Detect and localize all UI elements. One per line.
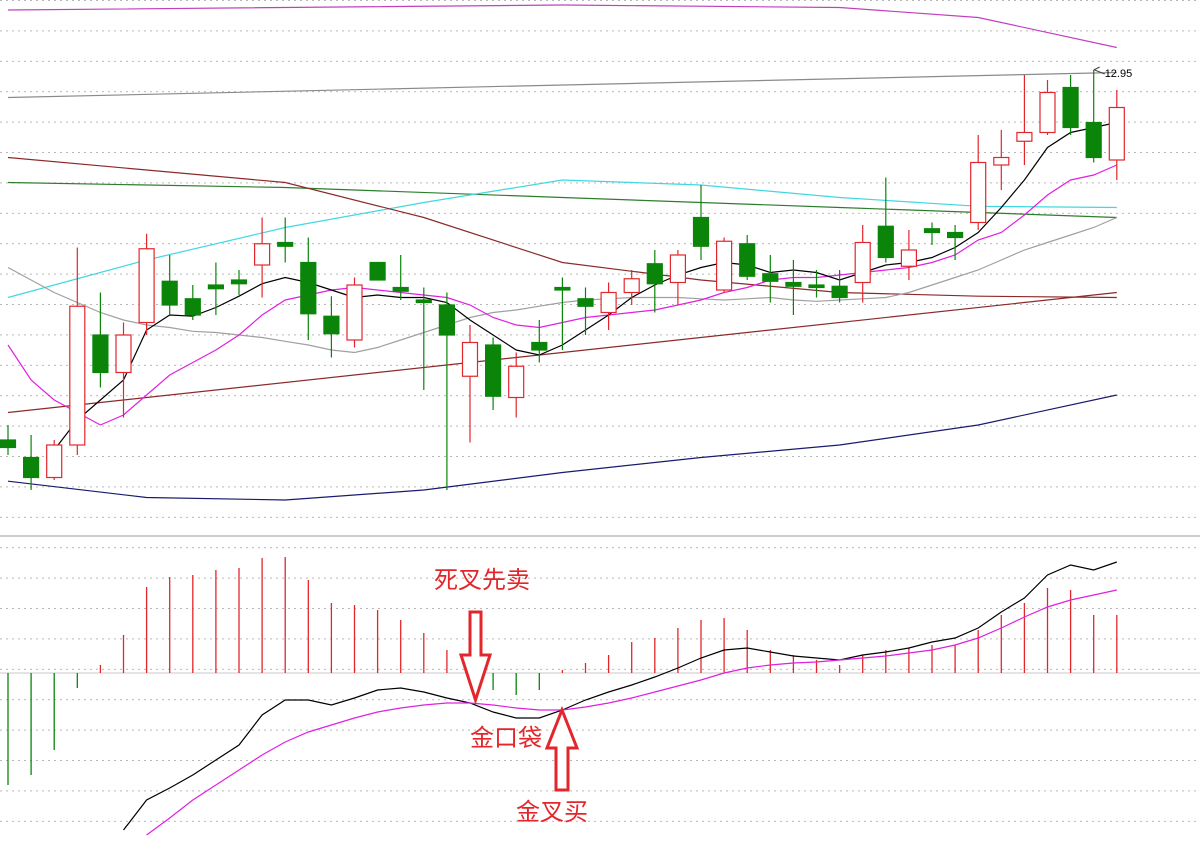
candle-body — [92, 334, 109, 374]
candle-body — [831, 285, 848, 299]
down-arrow — [458, 610, 493, 705]
candle-body — [669, 254, 687, 284]
candle-body — [138, 248, 155, 324]
candle-body — [970, 161, 987, 224]
candle-body — [300, 261, 317, 315]
line — [7, 179, 1117, 299]
candle-body — [346, 284, 363, 341]
up-arrow — [544, 705, 580, 792]
candle-body — [1108, 106, 1125, 161]
line — [7, 156, 1117, 299]
candle-body — [808, 284, 825, 289]
candle-body — [277, 241, 294, 247]
candle-body — [1039, 91, 1056, 134]
candle-body — [1085, 121, 1102, 159]
candle-body — [900, 249, 918, 267]
line — [7, 394, 1117, 501]
candle-body — [623, 278, 640, 294]
candle-body — [531, 341, 548, 351]
candle-body — [369, 261, 386, 281]
candle-body — [739, 243, 756, 277]
candle-body — [508, 365, 525, 399]
line — [7, 291, 1117, 414]
line — [146, 589, 1117, 836]
candle-body — [854, 241, 871, 284]
candle-body — [785, 281, 802, 287]
candle-body — [485, 344, 502, 397]
candle-body — [461, 341, 479, 377]
candle-body — [438, 304, 455, 336]
candle-body — [184, 298, 201, 316]
grid — [0, 540, 1200, 846]
candle-body — [554, 286, 571, 291]
candle-body — [230, 279, 248, 285]
candle-body — [254, 243, 271, 266]
arrows — [458, 610, 580, 792]
line — [7, 181, 1117, 219]
line — [7, 4, 1117, 49]
candle-body — [877, 225, 894, 259]
candle-body — [715, 240, 733, 291]
annotation: 金口袋 — [470, 725, 542, 752]
candle-body — [692, 216, 710, 247]
candle-body — [69, 305, 86, 446]
candle-body — [46, 444, 63, 479]
candle-body — [577, 298, 594, 307]
candle-body — [1016, 131, 1033, 142]
grid — [0, 0, 1200, 530]
annotation: 死叉先卖 — [434, 567, 530, 594]
max-label: 12.95 — [1105, 68, 1133, 80]
candle-body — [600, 291, 617, 314]
candle-body — [161, 280, 178, 306]
candle-body — [946, 231, 964, 239]
candle-body — [1062, 86, 1079, 129]
candle-body — [207, 284, 224, 290]
annotation: 金叉买 — [516, 799, 588, 826]
line — [7, 71, 1117, 99]
candle-body — [115, 334, 132, 374]
candle-body — [323, 315, 340, 335]
max-marker — [1093, 66, 1105, 75]
candle-body — [392, 286, 409, 292]
candle-body — [23, 456, 40, 479]
candle-body — [993, 156, 1010, 166]
candle-body — [415, 299, 432, 304]
candle-body — [646, 263, 663, 285]
candle-body — [923, 228, 941, 234]
line — [123, 561, 1117, 831]
candle-body — [0, 439, 17, 449]
candle-body — [762, 273, 779, 282]
